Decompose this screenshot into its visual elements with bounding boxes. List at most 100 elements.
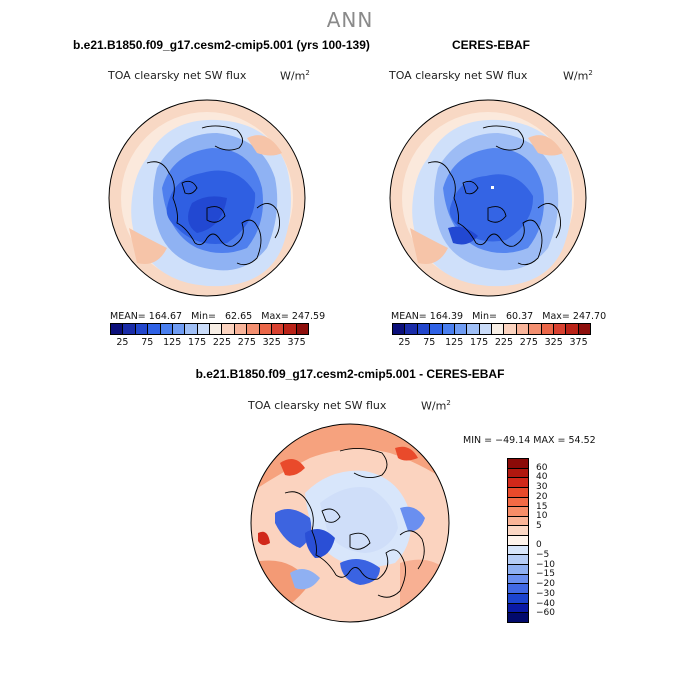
colorbar-swatch [284, 324, 297, 334]
colorbar-swatch [185, 324, 198, 334]
diff-variable-title: TOA clearsky net SW flux [248, 399, 387, 412]
colorbar-swatch [508, 555, 528, 566]
colorbar-swatch [508, 613, 528, 622]
colorbar-swatch [508, 565, 528, 575]
colorbar-tick-label: 0 [536, 540, 542, 551]
colorbar-swatch [479, 324, 492, 334]
colorbar-swatch [508, 478, 528, 488]
colorbar-tick-label: −15 [536, 569, 555, 580]
obs-variable-title: TOA clearsky net SW flux [389, 69, 528, 82]
colorbar-swatch [508, 497, 528, 508]
colorbar-swatch [259, 324, 272, 334]
colorbar-swatch [271, 324, 285, 334]
colorbar-swatch [393, 324, 406, 334]
model-units: W/m2 [280, 69, 310, 83]
colorbar-swatch [504, 324, 517, 334]
colorbar-tick-label: 60 [536, 462, 548, 473]
colorbar-swatch [508, 574, 528, 585]
obs-polar-map [389, 99, 587, 297]
colorbar-tick-label: 325 [544, 337, 563, 348]
colorbar-tick-label: −30 [536, 588, 555, 599]
colorbar-swatch [111, 324, 124, 334]
colorbar-swatch [197, 324, 210, 334]
colorbar-swatch [508, 584, 528, 594]
colorbar-swatch [234, 324, 248, 334]
colorbar-swatch [222, 324, 235, 334]
colorbar-swatch [123, 324, 136, 334]
colorbar-tick-label: 20 [536, 491, 548, 502]
colorbar-swatch [508, 526, 528, 537]
model-colorbar [110, 323, 309, 335]
diff-units: W/m2 [421, 399, 451, 413]
colorbar-tick-label: 125 [445, 337, 464, 348]
colorbar-swatch [247, 324, 260, 334]
colorbar-swatch [578, 324, 590, 334]
colorbar-tick-label: 75 [141, 337, 154, 348]
colorbar-swatch [508, 487, 528, 498]
colorbar-tick-label: 275 [519, 337, 538, 348]
colorbar-swatch [467, 324, 480, 334]
obs-panel-header: CERES-EBAF [452, 38, 531, 52]
model-colorbar-labels: 25 75 125 175 225 275 325 375 [110, 337, 309, 349]
colorbar-swatch [508, 507, 528, 517]
diff-colorbar-labels: 60 40 30 20 15 10 5 0 −5 −10 −15 −20 −30 −40 −60 [536, 458, 576, 623]
obs-units: W/m2 [563, 69, 593, 83]
colorbar-swatch [553, 324, 567, 334]
model-variable-title: TOA clearsky net SW flux [108, 69, 247, 82]
colorbar-tick-label: 15 [536, 501, 548, 512]
colorbar-tick-label: 275 [237, 337, 256, 348]
diff-polar-map [250, 423, 450, 623]
colorbar-tick-label: 25 [398, 337, 411, 348]
colorbar-tick-label: 125 [163, 337, 182, 348]
model-panel-header: b.e21.B1850.f09_g17.cesm2-cmip5.001 (yrs… [73, 38, 370, 52]
diff-colorbar [507, 458, 529, 623]
colorbar-swatch [541, 324, 554, 334]
colorbar-swatch [442, 324, 455, 334]
colorbar-tick-label: 175 [469, 337, 489, 348]
colorbar-swatch [529, 324, 542, 334]
model-stats: MEAN= 164.67 Min= 62.65 Max= 247.59 [110, 311, 326, 322]
colorbar-swatch [135, 324, 149, 334]
colorbar-swatch [508, 536, 528, 546]
diff-panel-header: b.e21.B1850.f09_g17.cesm2-cmip5.001 - CE… [195, 367, 505, 381]
colorbar-swatch [296, 324, 308, 334]
model-polar-map [108, 99, 306, 297]
colorbar-swatch [430, 324, 443, 334]
colorbar-tick-label: 25 [116, 337, 129, 348]
colorbar-tick-label: 225 [212, 337, 232, 348]
colorbar-tick-label: −10 [536, 559, 555, 570]
colorbar-swatch [508, 468, 528, 479]
colorbar-swatch [508, 459, 528, 469]
colorbar-swatch [454, 324, 468, 334]
colorbar-tick-label: 75 [423, 337, 436, 348]
colorbar-tick-label: 375 [287, 337, 306, 348]
colorbar-tick-label: −60 [536, 608, 555, 619]
colorbar-tick-label: 40 [536, 472, 548, 483]
colorbar-swatch [508, 545, 528, 556]
colorbar-tick-label: −40 [536, 598, 555, 609]
colorbar-swatch [417, 324, 431, 334]
obs-colorbar-labels: 25 75 125 175 225 275 325 375 [392, 337, 591, 349]
colorbar-swatch [566, 324, 579, 334]
obs-colorbar [392, 323, 591, 335]
colorbar-swatch [172, 324, 186, 334]
colorbar-swatch [516, 324, 530, 334]
colorbar-swatch [492, 324, 505, 334]
colorbar-tick-label: 30 [536, 482, 548, 493]
colorbar-swatch [148, 324, 161, 334]
diff-minmax: MIN = −49.14 MAX = 54.52 [463, 435, 596, 446]
colorbar-tick-label: 325 [262, 337, 281, 348]
colorbar-tick-label: 375 [569, 337, 588, 348]
colorbar-swatch [508, 593, 528, 604]
colorbar-tick-label: 175 [187, 337, 207, 348]
colorbar-tick-label: 225 [494, 337, 514, 348]
colorbar-tick-label: −20 [536, 579, 555, 590]
colorbar-tick-label: 5 [536, 520, 542, 531]
colorbar-swatch [508, 603, 528, 614]
season-title: ANN [326, 8, 374, 32]
colorbar-swatch [508, 516, 528, 527]
obs-stats: MEAN= 164.39 Min= 60.37 Max= 247.70 [391, 311, 607, 322]
colorbar-tick-label: 10 [536, 511, 548, 522]
colorbar-swatch [160, 324, 173, 334]
colorbar-swatch [405, 324, 418, 334]
